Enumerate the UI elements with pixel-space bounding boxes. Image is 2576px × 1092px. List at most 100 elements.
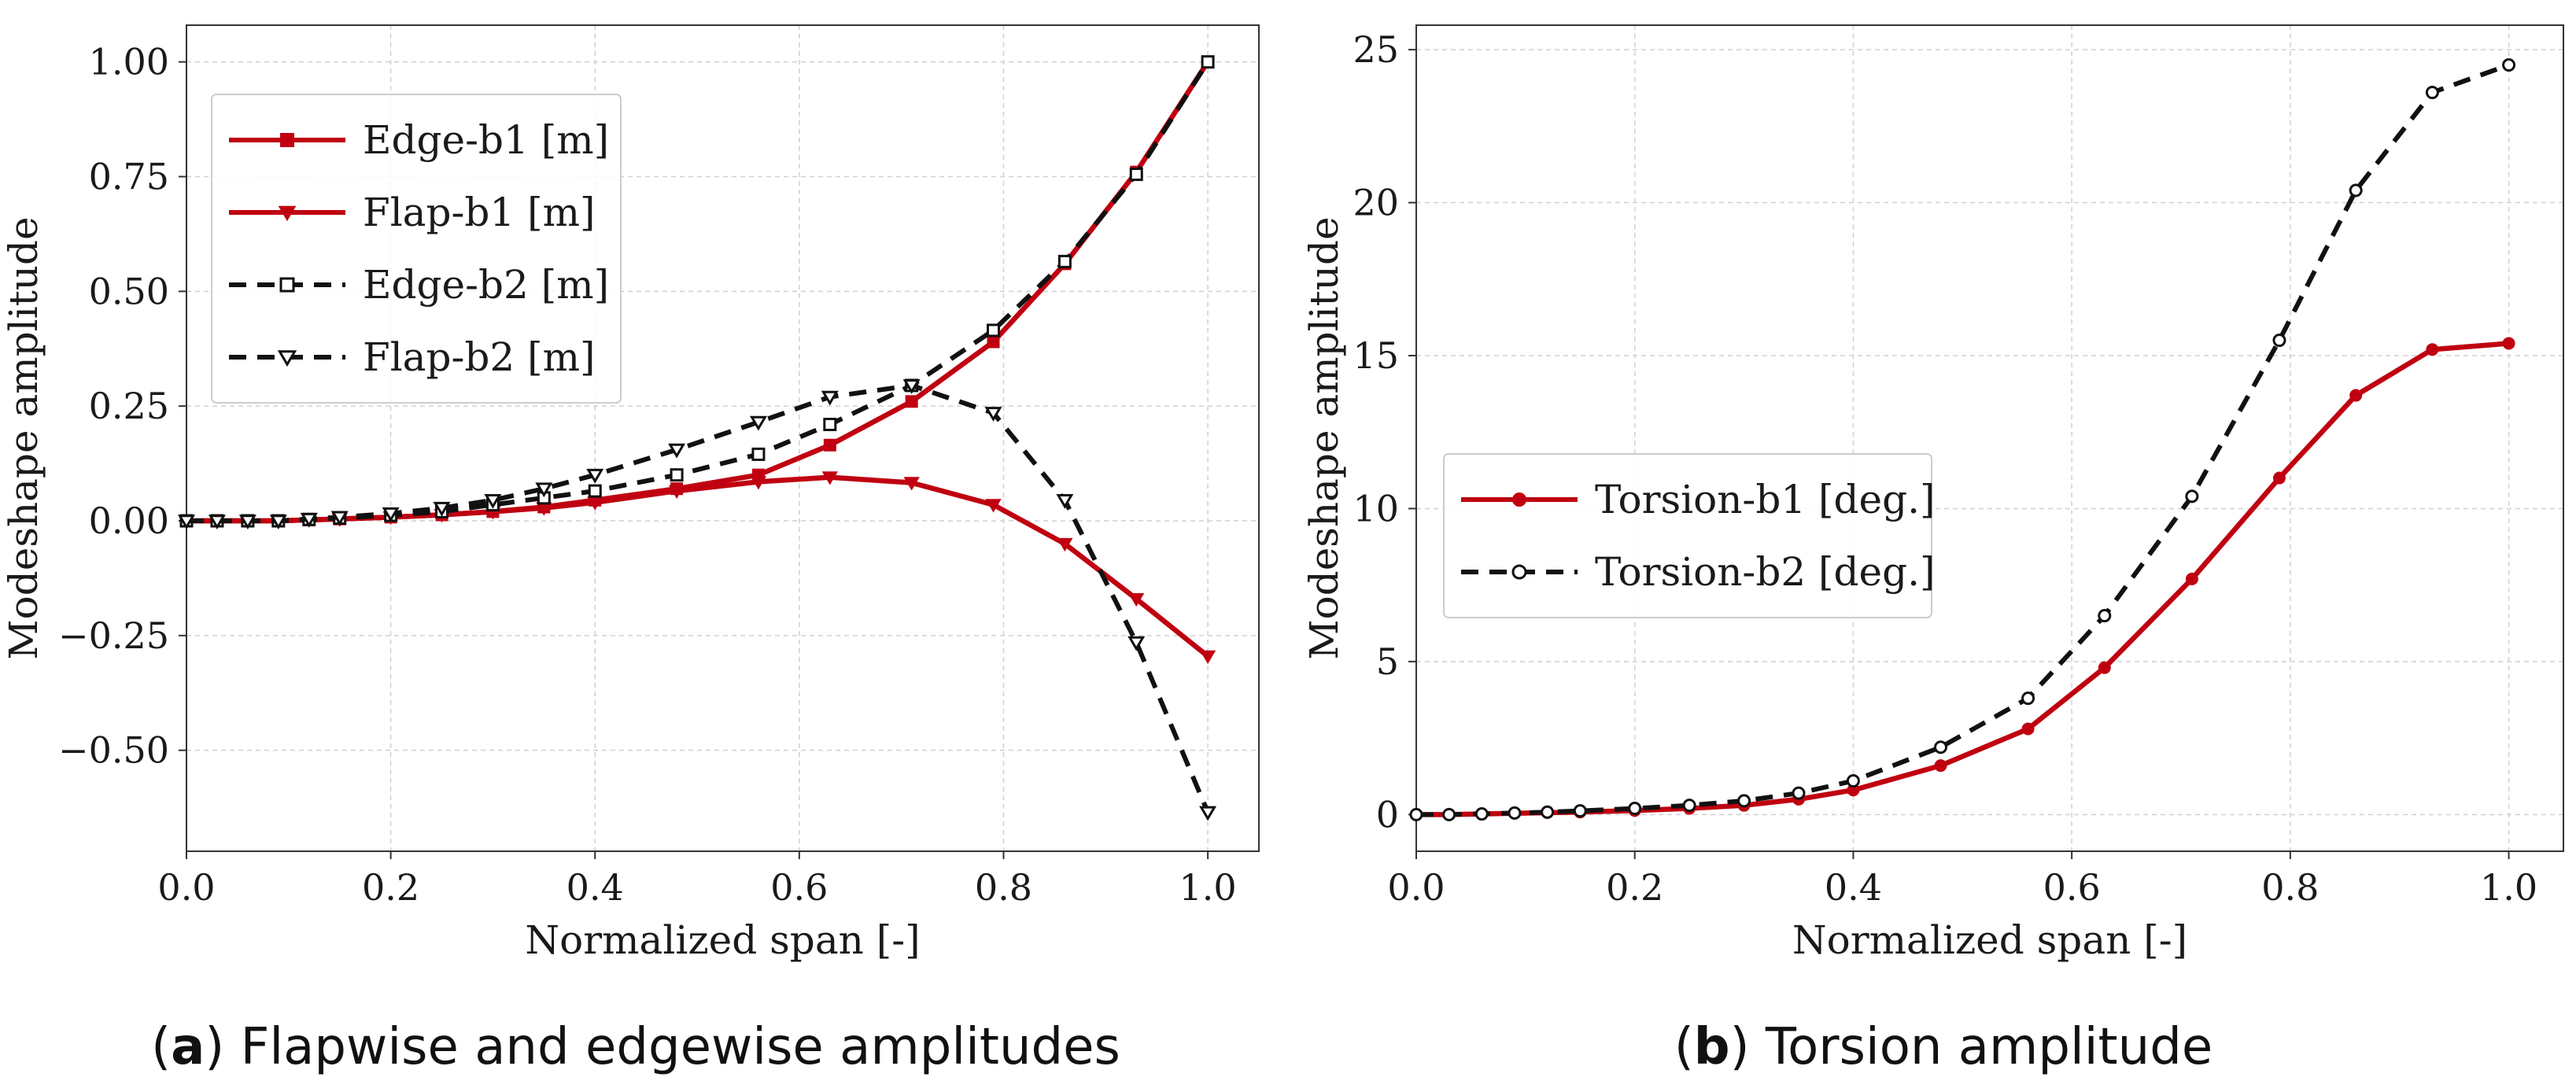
x-tick-label: 0.8 — [975, 866, 1032, 909]
data-point — [1199, 650, 1216, 665]
y-tick-label: 5 — [1376, 640, 1399, 683]
data-point — [177, 515, 196, 529]
chart-panel-b: 0.0 0.2 0.4 0.6 0.8 1.0 0 5 10 15 20 25 Normalized s… — [1301, 24, 2564, 1076]
data-point — [1129, 168, 1143, 182]
chart-panel-a: 0.0 0.2 0.4 0.6 0.8 1.0 −0.50 −0.25 0.00 0.25 0.50… — [1, 24, 1260, 1076]
x-tick-label: 0.4 — [1825, 866, 1882, 909]
data-point — [1682, 799, 1696, 813]
data-point — [1409, 807, 1423, 821]
legend-marker — [277, 350, 297, 367]
data-point — [1508, 806, 1522, 820]
x-tick-label: 0.2 — [1606, 866, 1663, 909]
legend-label: Flap-b1 [m] — [363, 190, 596, 235]
data-point — [535, 482, 553, 498]
data-point — [1128, 592, 1145, 607]
data-point — [821, 471, 838, 485]
y-tick-label: 10 — [1353, 487, 1399, 529]
data-point — [1573, 804, 1587, 818]
data-point — [986, 323, 1000, 338]
legend-box — [211, 94, 622, 404]
data-point — [1199, 806, 1217, 821]
series-flap-b1-m — [178, 471, 1216, 665]
data-point — [2349, 389, 2363, 402]
data-point — [1934, 759, 1947, 773]
x-tick-label: 1.0 — [1179, 866, 1237, 909]
data-point — [750, 476, 767, 490]
data-point — [1056, 493, 1074, 509]
data-point — [905, 395, 918, 408]
data-point — [1934, 740, 1948, 754]
x-tick-label: 0.0 — [157, 866, 215, 909]
legend-marker — [280, 133, 294, 147]
data-point — [985, 499, 1002, 513]
y-tick-label: −0.25 — [58, 614, 169, 657]
y-tick-label: 0 — [1376, 793, 1399, 836]
data-point — [484, 493, 502, 509]
y-axis-label: Modeshape amplitude — [1301, 216, 1347, 659]
data-point — [2272, 334, 2286, 348]
data-point — [903, 477, 920, 491]
x-tick-label: 0.2 — [362, 866, 419, 909]
legend-box — [1443, 453, 1932, 618]
data-point — [749, 415, 767, 431]
data-point — [668, 443, 686, 459]
data-point — [984, 407, 1002, 422]
legend-marker — [279, 277, 295, 293]
panel-caption: (a) Flapwise and edgewise amplitudes — [151, 1018, 1120, 1076]
data-point — [670, 468, 684, 482]
data-point — [588, 484, 602, 498]
y-tick-label: 0.75 — [89, 156, 169, 198]
y-tick-label: 0.00 — [89, 500, 169, 542]
data-point — [2425, 86, 2439, 100]
y-tick-label: 15 — [1353, 334, 1399, 377]
data-point — [2426, 343, 2439, 356]
data-point — [1792, 786, 1806, 800]
data-point — [433, 501, 451, 517]
data-point — [821, 390, 839, 406]
y-tick-label: 20 — [1353, 182, 1399, 224]
x-tick-label: 0.6 — [770, 866, 828, 909]
data-point — [330, 511, 349, 526]
legend: Torsion-b1 [deg.] Torsion-b2 [deg.] — [1443, 453, 1936, 618]
data-point — [1057, 537, 1073, 552]
data-point — [1541, 805, 1555, 819]
x-axis-label: Normalized span [-] — [525, 917, 920, 963]
data-point — [1201, 55, 1215, 69]
x-tick-label: 0.4 — [566, 866, 624, 909]
data-point — [1442, 807, 1456, 821]
data-point — [238, 515, 256, 529]
data-point — [1127, 636, 1146, 651]
y-tick-label: 1.00 — [89, 41, 169, 83]
data-point — [987, 335, 1000, 349]
legend-label: Edge-b1 [m] — [363, 117, 609, 163]
x-axis-label: Normalized span [-] — [1792, 917, 2187, 963]
data-point — [1846, 774, 1860, 788]
data-point — [1628, 802, 1642, 816]
series-line — [1416, 62, 2510, 817]
data-point — [668, 485, 685, 500]
data-point — [2021, 692, 2035, 706]
data-point — [2502, 58, 2516, 72]
data-point — [823, 438, 836, 452]
x-tick-label: 0.0 — [1387, 866, 1445, 909]
data-point — [1737, 794, 1751, 808]
plot-frame — [186, 24, 1260, 852]
data-point — [208, 515, 226, 529]
data-point — [2185, 572, 2198, 585]
data-point — [1474, 807, 1489, 821]
data-point — [2185, 489, 2199, 504]
data-point — [586, 468, 604, 484]
legend: Edge-b1 [m] Flap-b1 [m] Edge-b2 [m] Flap-b2… — [211, 94, 622, 404]
plot-frame — [1415, 24, 2564, 852]
data-point — [751, 447, 766, 461]
series-torsion-b2-deg — [1409, 58, 2516, 821]
data-point — [300, 512, 318, 528]
data-point — [2502, 337, 2515, 350]
data-point — [902, 379, 921, 394]
data-point — [2349, 183, 2363, 197]
data-point — [382, 507, 400, 522]
y-tick-label: 25 — [1353, 28, 1399, 71]
legend-marker — [1512, 493, 1526, 507]
data-point — [2098, 609, 2112, 623]
